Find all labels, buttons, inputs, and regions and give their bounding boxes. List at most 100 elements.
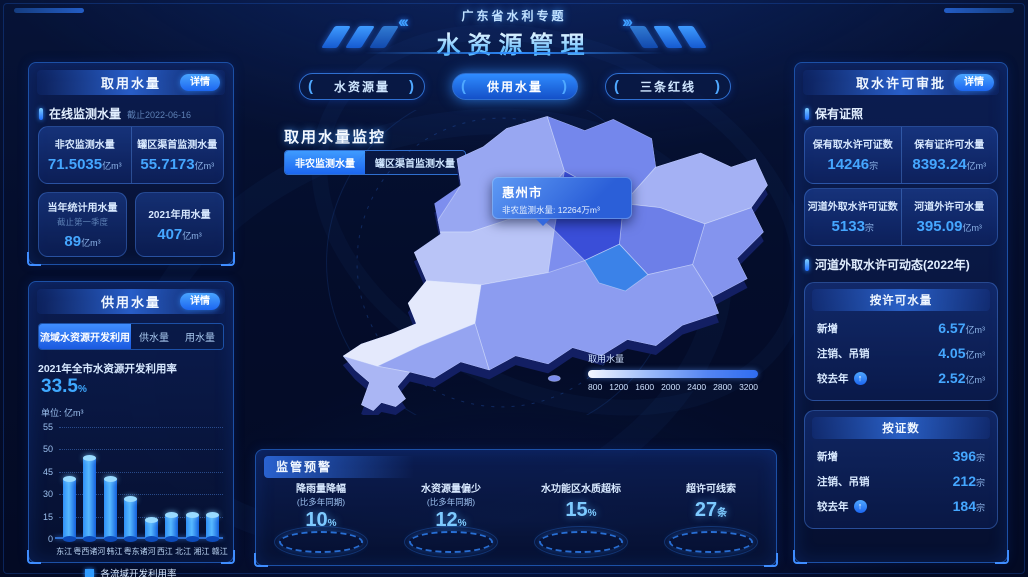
gridline-15 [59, 516, 223, 518]
x-label-7: 赣江 [211, 547, 228, 556]
intake-stat-value-0: 71.5035亿m³ [47, 156, 122, 173]
section-tick-icon [39, 107, 43, 120]
center-tabs: 水资源量供用水量三条红线 [299, 73, 731, 100]
supply-tab-1[interactable]: 供水量 [131, 324, 177, 349]
alert-unit-2: % [587, 507, 597, 519]
mini-value-0: 89亿m³ [64, 233, 101, 250]
bar-粤西诸河[interactable] [83, 455, 97, 542]
chevrons-left-icon: ‹‹‹ [398, 12, 409, 31]
alert-ring-icon-0 [274, 526, 368, 558]
by-count-value-2: 184宗 [952, 498, 985, 514]
bar-湘江[interactable] [185, 512, 199, 542]
permit-dynamics-label: 河道外取水许可动态(2022年) [815, 258, 970, 272]
y-tick-55: 55 [42, 422, 53, 432]
supply-detail-button[interactable]: 详情 [180, 293, 220, 310]
header-deco-left [14, 8, 84, 13]
bar-北江[interactable] [165, 512, 179, 542]
bar-东江[interactable] [62, 476, 76, 542]
by-volume-value-1: 4.05亿m³ [938, 345, 985, 361]
tooltip-metric-line: 非农监测水量: 12264万m³ [502, 204, 622, 216]
scale-tick-5: 2800 [713, 382, 733, 392]
alert-item-0: 降雨量降幅 (比多年同期) 10% [256, 484, 386, 561]
by-count-row-2: 较去年 ↑ 184宗 [817, 498, 985, 514]
guangdong-map[interactable] [298, 87, 776, 438]
by-count-unit-1: 宗 [975, 478, 985, 488]
panel-water-permit: 取水许可审批 详情 保有证照 保有取水许可证数 14246宗 保有证许可水量 8393… [793, 62, 1009, 564]
bar-韩江[interactable] [103, 476, 117, 542]
x-label-2: 韩江 [106, 547, 123, 556]
section-tick-icon [805, 107, 809, 120]
scale-tick-6: 3200 [739, 382, 758, 392]
header: 广东省水利专题 水资源管理 ‹‹‹ ››› [0, 0, 1028, 60]
alert-value-1: 12% [435, 509, 467, 532]
bar-粤东诸河[interactable] [124, 495, 138, 543]
alert-value-2: 15% [565, 498, 597, 521]
gridline-50 [59, 449, 223, 451]
y-tick-15: 15 [42, 511, 53, 522]
bars-group [59, 427, 223, 543]
by-count-row-1: 注销、吊销 212宗 [817, 473, 985, 489]
center-tab-1[interactable]: 供用水量 [452, 73, 578, 100]
intake-detail-button[interactable]: 详情 [180, 74, 220, 91]
permit-c1-unit-0: 宗 [869, 161, 879, 171]
x-label-6: 湘江 [193, 547, 210, 556]
panel-permit-title: 取水许可审批 [855, 76, 946, 91]
bar-chart-legend: 各流域开发利用率 [29, 566, 233, 577]
intake-stat-label-0: 非农监测水量 [54, 140, 115, 151]
panel-permit-header: 取水许可审批 详情 [803, 70, 999, 95]
by-count-unit-2: 宗 [975, 503, 985, 513]
utilization-rate-line: 2021年全市水资源开发利用率 33.5% [38, 361, 224, 398]
panel-water-intake-header: 取用水量 详情 [37, 70, 225, 95]
panel-water-intake-title: 取用水量 [100, 76, 161, 91]
by-volume-unit-0: 亿m³ [965, 325, 986, 335]
alert-item-1: 水资源量偏少 (比多年同期) 12% [386, 484, 516, 561]
permit-c1-label-1: 保有证许可水量 [914, 140, 985, 151]
y-tick-0: 0 [47, 534, 53, 544]
guangdong-map-svg [326, 87, 768, 438]
permit-detail-button[interactable]: 详情 [954, 74, 994, 91]
map-toggle-0[interactable]: 非农监测水量 [285, 151, 365, 174]
y-tick-50: 50 [42, 444, 53, 455]
by-count-row-0: 新增 396宗 [817, 448, 985, 464]
supply-tab-2[interactable]: 用水量 [177, 324, 223, 349]
intake-stat-unit-1: 亿m³ [194, 161, 215, 171]
tooltip-city: 惠州市 [502, 186, 543, 200]
center-tab-2[interactable]: 三条红线 [605, 73, 731, 100]
scale-tick-1: 1200 [609, 382, 629, 392]
utilization-rate-value: 33.5 [41, 376, 78, 397]
permit-c1-cell-0: 保有取水许可证数 14246宗 [805, 127, 901, 183]
tooltip-metric-value: 12264万m³ [557, 205, 600, 215]
license-holdings-section: 保有证照 [805, 105, 997, 122]
intake-mini-cards: 当年统计用水量 截止第一季度 89亿m³ 2021年用水量 407亿m³ [38, 192, 224, 257]
page-title: 水资源管理 [0, 25, 1028, 60]
center-tab-0[interactable]: 水资源量 [299, 73, 425, 100]
by-volume-title: 按许可水量 [812, 289, 990, 311]
by-volume-value-2: 2.52亿m³ [938, 370, 985, 386]
permit-c1-value-1: 8393.24亿m³ [912, 156, 987, 173]
map-toggle-1[interactable]: 罐区渠首监测水量 [365, 151, 465, 174]
bar-赣江[interactable] [206, 512, 220, 542]
intake-stats-card: 非农监测水量 71.5035亿m³ 罐区渠首监测水量 55.7173亿m³ [38, 126, 224, 184]
by-count-unit-0: 宗 [975, 453, 985, 463]
alert-ring-icon-2 [534, 526, 628, 558]
scale-tick-2: 1600 [635, 382, 655, 392]
panel-supply-header: 供用水量 详情 [37, 289, 225, 314]
permit-c2-cell-0: 河道外取水许可证数 5133宗 [805, 189, 901, 245]
bar-西江[interactable] [144, 516, 158, 543]
by-count-value-1: 212宗 [952, 473, 985, 489]
license-holdings-label: 保有证照 [815, 107, 864, 121]
permit-c2-label-1: 河道外许可水量 [914, 202, 985, 213]
gridline-30 [59, 494, 223, 496]
alert-label-1: 水资源量偏少 (比多年同期) [386, 484, 516, 507]
utilization-rate-unit: % [77, 384, 87, 395]
mini-sub-0: 截止第一季度 [56, 217, 108, 227]
by-volume-row-2: 较去年 ↑ 2.52亿m³ [817, 370, 985, 386]
by-count-label-2: 较去年 ↑ [817, 499, 867, 514]
gridline-55 [59, 427, 223, 428]
alert-sub-0: (比多年同期) [296, 496, 346, 507]
utilization-rate-label: 2021年全市水资源开发利用率 [38, 363, 177, 375]
permit-c2-unit-1: 亿m³ [962, 223, 982, 233]
supply-tab-0[interactable]: 流域水资源开发利用 [39, 324, 131, 349]
legend-label: 各流域开发利用率 [100, 569, 177, 577]
by-volume-label-0: 新增 [817, 322, 838, 335]
